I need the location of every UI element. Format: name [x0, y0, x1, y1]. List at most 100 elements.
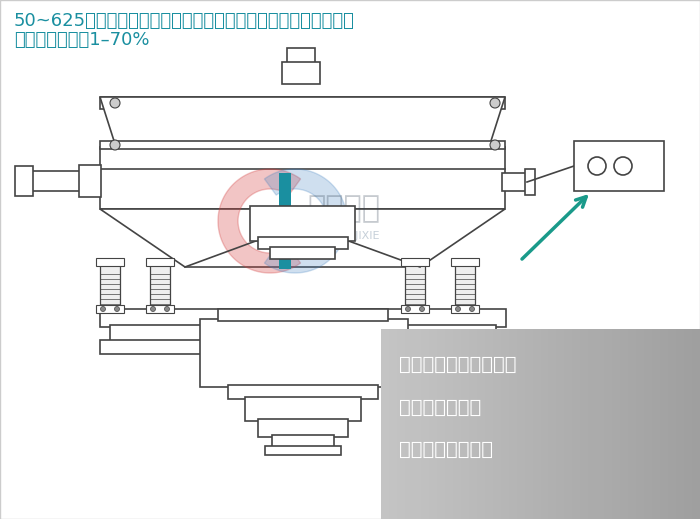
Bar [401, 258, 429, 266]
Bar [549, 329, 557, 519]
Bar [15, 166, 33, 196]
Text: 振泰机械: 振泰机械 [307, 195, 380, 224]
Circle shape [490, 98, 500, 108]
Bar [574, 141, 664, 191]
Bar [272, 435, 334, 447]
Polygon shape [100, 209, 505, 267]
Bar [500, 329, 510, 519]
Circle shape [419, 307, 424, 311]
Circle shape [110, 140, 120, 150]
Bar [444, 329, 454, 519]
Bar [279, 173, 291, 269]
Bar [245, 397, 361, 421]
Bar [484, 329, 494, 519]
Bar [660, 329, 669, 519]
Bar [437, 329, 446, 519]
Circle shape [490, 140, 500, 150]
Bar [413, 329, 422, 519]
Bar [580, 329, 589, 519]
Bar [150, 264, 170, 309]
Text: 高效解决堵网问题: 高效解决堵网问题 [399, 440, 493, 458]
Circle shape [164, 307, 169, 311]
Bar [110, 325, 496, 341]
Bar [258, 419, 348, 437]
Text: ZHENTAIJIXIE: ZHENTAIJIXIE [307, 231, 379, 241]
Bar [100, 309, 506, 327]
Circle shape [456, 307, 461, 311]
Bar [397, 329, 406, 519]
Circle shape [470, 307, 475, 311]
Bar [100, 147, 505, 209]
Bar [493, 329, 502, 519]
Text: 具备自洁功能，: 具备自洁功能， [399, 398, 482, 417]
Bar [100, 340, 506, 354]
Bar [100, 141, 505, 149]
Circle shape [614, 157, 632, 175]
Bar [644, 329, 653, 519]
Bar [250, 206, 355, 241]
Bar [100, 264, 120, 309]
Bar [279, 173, 291, 269]
Bar [652, 329, 661, 519]
Bar [636, 329, 645, 519]
Bar [401, 305, 429, 313]
Bar [25, 171, 80, 191]
Bar [405, 329, 414, 519]
Bar [389, 329, 398, 519]
Circle shape [588, 157, 606, 175]
Bar [620, 329, 629, 519]
Bar [477, 329, 486, 519]
Bar [628, 329, 637, 519]
Bar [421, 329, 430, 519]
Circle shape [150, 307, 155, 311]
Circle shape [101, 307, 106, 311]
Bar [287, 48, 315, 64]
Bar [429, 329, 438, 519]
Bar [692, 329, 700, 519]
Bar [381, 329, 390, 519]
Bar [517, 329, 526, 519]
Bar [79, 165, 101, 197]
Bar [282, 62, 320, 84]
Bar [469, 329, 477, 519]
Bar [525, 169, 535, 195]
Bar [405, 264, 425, 309]
Bar [564, 329, 573, 519]
Circle shape [110, 98, 120, 108]
Text: 筛分精度可提高1–70%: 筛分精度可提高1–70% [14, 31, 150, 49]
Bar [270, 247, 335, 259]
Bar [556, 329, 566, 519]
Polygon shape [100, 97, 505, 144]
Bar [596, 329, 606, 519]
Bar [453, 329, 462, 519]
Polygon shape [218, 169, 300, 273]
Bar [451, 258, 479, 266]
Bar [218, 309, 388, 321]
Bar [100, 97, 505, 109]
Bar [668, 329, 677, 519]
Bar [258, 237, 348, 249]
Bar [573, 329, 582, 519]
Bar [676, 329, 685, 519]
Bar [455, 264, 475, 309]
Bar [684, 329, 693, 519]
Bar [502, 173, 527, 191]
Polygon shape [265, 169, 347, 273]
Bar [509, 329, 517, 519]
Circle shape [405, 307, 410, 311]
Bar [612, 329, 622, 519]
Bar [146, 305, 174, 313]
Bar [228, 385, 378, 399]
Bar [265, 446, 341, 455]
Bar [146, 258, 174, 266]
Text: 加装了超声波筛分系统: 加装了超声波筛分系统 [399, 354, 517, 374]
Bar [96, 305, 124, 313]
Bar [540, 329, 550, 519]
Bar [604, 329, 613, 519]
Bar [533, 329, 542, 519]
Bar [588, 329, 597, 519]
Bar [451, 305, 479, 313]
Bar [524, 329, 533, 519]
Bar [96, 258, 124, 266]
Bar [461, 329, 470, 519]
